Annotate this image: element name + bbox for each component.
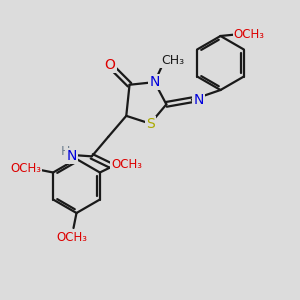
Text: OCH₃: OCH₃ [56, 231, 88, 244]
Text: N: N [193, 93, 204, 107]
Text: OCH₃: OCH₃ [111, 158, 142, 171]
Text: OCH₃: OCH₃ [233, 28, 265, 41]
Text: N: N [67, 149, 77, 164]
Text: H: H [61, 145, 70, 158]
Text: O: O [112, 160, 122, 174]
Text: CH₃: CH₃ [161, 54, 184, 67]
Text: OCH₃: OCH₃ [10, 161, 41, 175]
Text: S: S [146, 117, 154, 130]
Text: O: O [105, 58, 116, 72]
Text: N: N [149, 75, 160, 89]
